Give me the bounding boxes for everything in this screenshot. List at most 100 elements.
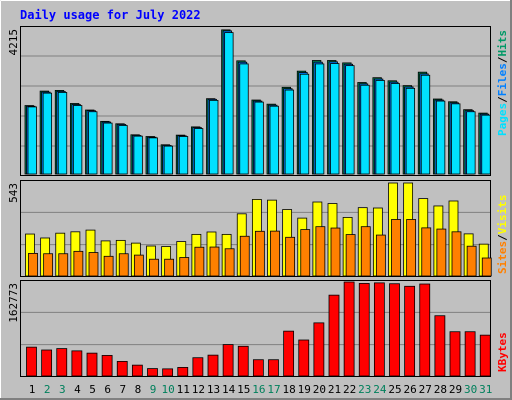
panel-1-legend: Pages/Files/Hits xyxy=(496,30,509,136)
bar-pages-day-27 xyxy=(420,74,431,175)
x-label-day-16: 16 xyxy=(252,383,265,396)
bar-kbytes-day-25 xyxy=(389,283,400,377)
bar-pages-day-23 xyxy=(360,84,370,175)
bar-pages-day-2 xyxy=(42,92,53,175)
x-label-day-21: 21 xyxy=(328,383,341,396)
svg-text:Pages/Files/Hits: Pages/Files/Hits xyxy=(496,30,509,136)
bar-sites-day-28 xyxy=(436,228,447,277)
panel-kbytes: 162773 KBytes xyxy=(7,280,509,377)
bar-sites-day-21 xyxy=(330,227,341,277)
x-label-day-10: 10 xyxy=(162,383,175,396)
bar-pages-day-21 xyxy=(330,63,340,175)
panel-2-max-label: 543 xyxy=(7,183,20,203)
bar-sites-day-10 xyxy=(164,258,175,277)
bar-pages-day-9 xyxy=(148,137,158,175)
bar-kbytes-day-31 xyxy=(479,334,491,377)
bar-pages-day-13 xyxy=(209,99,219,175)
bar-sites-day-22 xyxy=(345,234,356,277)
bar-kbytes-day-10 xyxy=(162,368,174,377)
bar-sites-day-30 xyxy=(466,245,477,277)
panel-hits-files-pages: 4215 Pages/Files/Hits xyxy=(7,26,509,176)
bar-kbytes-day-16 xyxy=(252,359,264,377)
x-label-day-29: 29 xyxy=(449,383,462,396)
bar-kbytes-day-2 xyxy=(41,349,53,377)
bar-kbytes-day-23 xyxy=(358,283,370,377)
legend-sep-3: / xyxy=(496,234,509,241)
bar-pages-day-18 xyxy=(284,89,295,175)
bar-pages-day-10 xyxy=(163,145,174,175)
bar-pages-day-29 xyxy=(451,103,461,175)
bar-sites-day-3 xyxy=(58,253,69,277)
bar-kbytes-day-26 xyxy=(404,285,416,377)
legend-hits: Hits xyxy=(496,30,509,57)
bar-kbytes-day-7 xyxy=(116,361,128,377)
x-label-day-9: 9 xyxy=(150,383,157,396)
bar-kbytes-day-18 xyxy=(283,330,295,377)
panel-2-legend: Sites/Visits xyxy=(496,195,509,275)
bar-sites-day-13 xyxy=(209,246,220,277)
x-label-day-8: 8 xyxy=(135,383,142,396)
x-label-day-15: 15 xyxy=(237,383,250,396)
bar-sites-day-23 xyxy=(360,226,371,277)
bar-pages-day-3 xyxy=(57,92,68,175)
bar-kbytes-day-27 xyxy=(419,283,431,377)
bar-sites-day-24 xyxy=(375,234,386,277)
panel-1-bars xyxy=(24,29,491,175)
x-label-day-30: 30 xyxy=(464,383,477,396)
x-label-day-23: 23 xyxy=(358,383,371,396)
x-label-day-3: 3 xyxy=(59,383,66,396)
x-label-day-18: 18 xyxy=(283,383,296,396)
panel-2-bars xyxy=(25,182,492,277)
bar-sites-day-25 xyxy=(391,219,401,277)
x-label-day-14: 14 xyxy=(222,383,236,396)
bar-kbytes-day-9 xyxy=(147,368,158,377)
bar-pages-day-19 xyxy=(299,73,310,175)
bar-sites-day-1 xyxy=(28,252,38,277)
bar-kbytes-day-22 xyxy=(343,281,355,377)
bar-kbytes-day-28 xyxy=(434,315,446,377)
bar-kbytes-day-19 xyxy=(298,339,310,377)
bar-kbytes-day-5 xyxy=(86,352,98,377)
bar-sites-day-20 xyxy=(315,226,326,277)
x-label-day-5: 5 xyxy=(89,383,96,396)
x-label-day-4: 4 xyxy=(74,383,81,396)
x-label-day-19: 19 xyxy=(298,383,311,396)
bar-sites-day-26 xyxy=(406,219,417,277)
bar-kbytes-day-21 xyxy=(328,294,340,377)
bar-kbytes-day-20 xyxy=(313,322,325,377)
x-label-day-6: 6 xyxy=(104,383,111,396)
bar-pages-day-30 xyxy=(466,111,476,175)
bar-pages-day-24 xyxy=(375,80,385,175)
bar-kbytes-day-29 xyxy=(449,331,461,377)
bar-pages-day-15 xyxy=(239,63,249,175)
x-label-day-7: 7 xyxy=(119,383,126,396)
bar-sites-day-18 xyxy=(285,236,296,277)
bar-pages-day-5 xyxy=(88,111,98,175)
bar-sites-day-29 xyxy=(451,231,462,277)
x-axis-labels: 1 2 3 4 5 6 7 8 9 10 11 12 13 14 15 16 17 18 19 20 21 22 23 24 2… xyxy=(29,383,493,396)
bar-kbytes-day-3 xyxy=(56,348,68,377)
bar-kbytes-day-11 xyxy=(177,367,189,377)
bar-pages-day-6 xyxy=(103,122,113,175)
bar-kbytes-day-12 xyxy=(192,357,204,377)
legend-sites: Sites xyxy=(496,241,509,274)
bar-sites-day-16 xyxy=(254,230,265,277)
bar-sites-day-8 xyxy=(133,254,144,277)
bar-sites-day-12 xyxy=(194,246,205,277)
bar-pages-day-8 xyxy=(133,135,143,175)
bar-pages-day-1 xyxy=(27,106,37,175)
x-label-day-22: 22 xyxy=(343,383,356,396)
bar-sites-day-2 xyxy=(43,253,54,277)
bar-pages-day-11 xyxy=(178,136,189,175)
bar-sites-day-9 xyxy=(149,258,159,277)
panel-3-max-label: 162773 xyxy=(7,283,20,323)
bar-sites-day-17 xyxy=(270,230,280,277)
bar-pages-day-28 xyxy=(435,100,446,175)
x-label-day-20: 20 xyxy=(313,383,326,396)
bar-sites-day-31 xyxy=(481,257,492,277)
bar-sites-day-15 xyxy=(239,235,250,277)
x-label-day-27: 27 xyxy=(419,383,432,396)
bar-pages-day-7 xyxy=(118,125,128,175)
bar-pages-day-25 xyxy=(390,83,400,175)
chart-title: Daily usage for July 2022 xyxy=(20,8,201,22)
